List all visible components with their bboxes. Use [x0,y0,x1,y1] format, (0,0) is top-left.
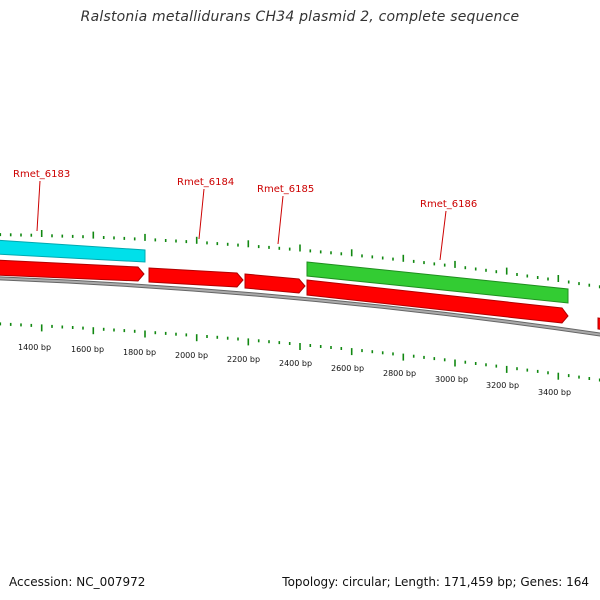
accession-text: Accession: NC_007972 [9,575,146,589]
map-title: Ralstonia metallidurans CH34 plasmid 2, … [80,9,520,25]
scale-label-2200: 2200 bp [227,355,260,364]
gene-label-leaders [36,180,447,261]
scale-label-1400: 1400 bp [18,343,51,352]
scale-label-3000: 3000 bp [435,375,468,384]
gene-feature-rmet-6186[interactable] [306,279,569,324]
scale-label-3400: 3400 bp [538,388,571,397]
sequence-backbone [0,276,600,337]
scale-label-2400: 2400 bp [279,359,312,368]
gene-feature-rmet-6184[interactable] [148,267,244,288]
scale-label-1600: 1600 bp [71,345,104,354]
gene-label-rmet-6185[interactable]: Rmet_6185 [257,184,314,195]
gene-feature-cyan[interactable] [0,239,146,263]
scale-label-3200: 3200 bp [486,381,519,390]
gene-label-rmet-6184[interactable]: Rmet_6184 [177,177,234,188]
sequence-stats-text: Topology: circular; Length: 171,459 bp; … [282,575,589,589]
gene-feature-green[interactable] [306,261,569,304]
scale-label-2000: 2000 bp [175,351,208,360]
gene-feature-rmet-6183[interactable] [0,259,145,282]
gene-feature-rmet-6185[interactable] [244,273,306,294]
gene-label-rmet-6183[interactable]: Rmet_6183 [13,169,70,180]
gene-label-rmet-6186[interactable]: Rmet_6186 [420,199,477,210]
gene-labels: Rmet_6183 Rmet_6184 Rmet_6185 Rmet_6186 [13,169,477,210]
scale-label-2600: 2600 bp [331,364,364,373]
scale-label-1800: 1800 bp [123,348,156,357]
inner-tick-ring [0,322,600,382]
gene-features [0,239,600,330]
scale-label-2800: 2800 bp [383,369,416,378]
scale-labels: 1400 bp 1600 bp 1800 bp 2000 bp 2200 bp … [18,343,571,397]
